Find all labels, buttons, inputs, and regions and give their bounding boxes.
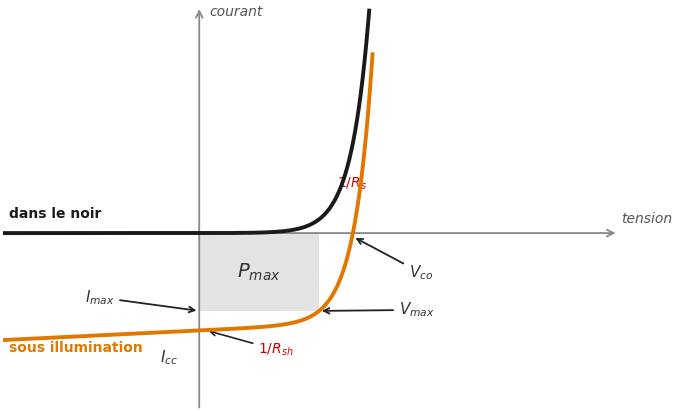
Text: $V_{co}$: $V_{co}$ xyxy=(357,239,433,282)
Text: $I_{max}$: $I_{max}$ xyxy=(84,288,195,312)
Text: courant: courant xyxy=(209,5,262,19)
Text: $1/R_s$: $1/R_s$ xyxy=(337,175,366,192)
Text: sous illumination: sous illumination xyxy=(9,341,143,355)
Text: $I_{cc}$: $I_{cc}$ xyxy=(160,348,178,367)
Text: $\boldsymbol{P_{max}}$: $\boldsymbol{P_{max}}$ xyxy=(237,261,281,282)
Bar xyxy=(199,233,319,311)
Text: dans le noir: dans le noir xyxy=(9,206,101,221)
Text: $1/R_{sh}$: $1/R_{sh}$ xyxy=(210,330,294,358)
Text: $V_{max}$: $V_{max}$ xyxy=(324,301,435,319)
Text: tension: tension xyxy=(621,212,673,226)
